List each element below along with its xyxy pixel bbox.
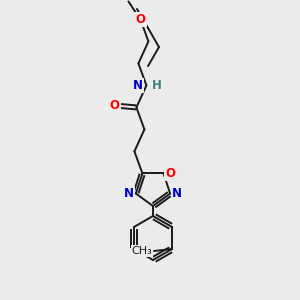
Text: O: O xyxy=(110,99,119,112)
Text: CH₃: CH₃ xyxy=(131,246,152,256)
Text: N: N xyxy=(132,79,142,92)
Text: N: N xyxy=(124,187,134,200)
Text: N: N xyxy=(172,187,182,200)
Text: O: O xyxy=(166,167,176,180)
Text: H: H xyxy=(152,79,161,92)
Text: O: O xyxy=(135,13,146,26)
